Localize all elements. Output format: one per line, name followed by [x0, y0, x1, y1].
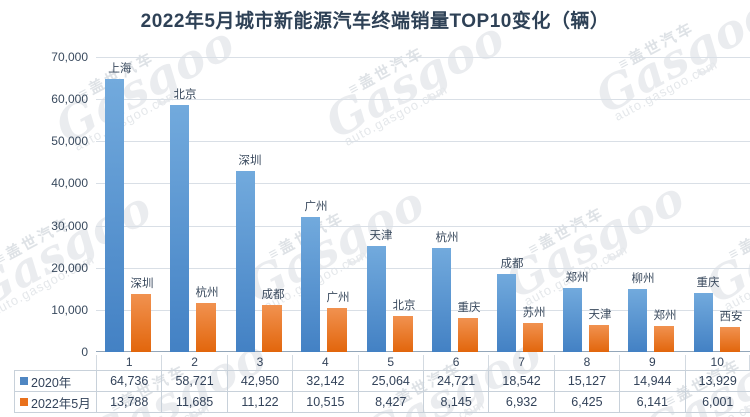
x-tick-label: 5 — [357, 355, 423, 370]
bar-series1-8 — [563, 288, 582, 352]
x-tick-label: 6 — [422, 355, 488, 370]
x-tick-label: 1 — [96, 355, 161, 370]
bar-label: 天津 — [369, 230, 393, 242]
bar-label: 成都 — [500, 258, 524, 270]
legend-item: 2020年 — [15, 371, 97, 392]
x-tick-label: 8 — [553, 355, 619, 370]
table-value-cell: 6,141 — [620, 392, 686, 413]
bar-label: 广州 — [326, 292, 350, 304]
x-tick-label: 9 — [619, 355, 684, 370]
bar-series1-2 — [170, 105, 189, 352]
y-tick-label: 0 — [81, 345, 88, 359]
table-value-cell: 6,425 — [554, 392, 621, 413]
bar-series1-6 — [432, 248, 451, 352]
legend-swatch — [20, 398, 28, 406]
bar-series2-4 — [327, 308, 347, 352]
legend-item: 2022年5月 — [15, 392, 97, 413]
bar-label: 成都 — [261, 289, 285, 301]
table-value-cell: 6,932 — [489, 392, 555, 413]
bar-series1-7 — [497, 274, 516, 352]
bar-label: 广州 — [304, 201, 328, 213]
x-tick-label: 10 — [684, 355, 750, 370]
bar-series2-2 — [196, 303, 216, 352]
table-value-cell: 14,944 — [620, 371, 686, 392]
y-tick-label: 40,000 — [51, 176, 88, 190]
bar-series1-4 — [301, 217, 320, 352]
y-tick-label: 70,000 — [51, 50, 88, 64]
x-tick-label: 3 — [226, 355, 292, 370]
table-value-cell: 64,736 — [97, 371, 163, 392]
bar-label: 深圳 — [130, 278, 154, 290]
table-value-cell: 8,145 — [423, 392, 490, 413]
bar-series2-10 — [720, 327, 740, 352]
table-value-cell: 11,122 — [227, 392, 294, 413]
bar-label: 深圳 — [238, 155, 262, 167]
bar-series2-3 — [262, 305, 282, 352]
table-value-cell: 10,515 — [293, 392, 359, 413]
gridline — [96, 226, 750, 227]
table-value-cell: 13,788 — [97, 392, 163, 413]
bar-series2-8 — [589, 325, 609, 352]
gridline — [96, 183, 750, 184]
bar-series1-3 — [236, 171, 255, 352]
table-value-cell: 32,142 — [293, 371, 359, 392]
bar-label: 郑州 — [565, 272, 589, 284]
x-axis-line — [96, 351, 750, 352]
data-table: 2020年 64,736 58,721 42,950 32,142 25,064 24,72… — [14, 370, 750, 413]
y-tick-label: 30,000 — [51, 219, 88, 233]
gridline — [96, 99, 750, 100]
table-value-cell: 13,929 — [685, 371, 750, 392]
bar-label: 柳州 — [631, 273, 655, 285]
bar-label: 苏州 — [522, 307, 546, 319]
x-tick-label: 4 — [292, 355, 357, 370]
x-axis: 1 2 3 4 5 6 7 8 9 10 — [96, 355, 750, 370]
bar-label: 郑州 — [653, 310, 677, 322]
bar-series2-6 — [458, 318, 478, 352]
table-value-cell: 25,064 — [358, 371, 424, 392]
legend-label: 2022年5月 — [31, 396, 91, 411]
y-tick-label: 20,000 — [51, 261, 88, 275]
bar-label: 重庆 — [696, 277, 720, 289]
bar-label: 西安 — [719, 311, 743, 323]
bar-label: 杭州 — [195, 287, 219, 299]
chart-title: 2022年5月城市新能源汽车终端销量TOP10变化（辆） — [140, 11, 610, 32]
bar-series1-9 — [628, 289, 647, 352]
table-value-cell: 8,427 — [358, 392, 424, 413]
table-value-cell: 24,721 — [423, 371, 490, 392]
bar-series2-1 — [131, 294, 151, 352]
bar-series1-1 — [105, 79, 124, 352]
gridline — [96, 268, 750, 269]
y-tick-label: 10,000 — [51, 303, 88, 317]
table-value-cell: 11,685 — [162, 392, 228, 413]
bar-label: 北京 — [173, 89, 197, 101]
table-value-cell: 42,950 — [227, 371, 294, 392]
bar-label: 天津 — [588, 309, 612, 321]
x-tick-label: 7 — [488, 355, 553, 370]
y-tick-label: 60,000 — [51, 92, 88, 106]
x-tick-label: 2 — [161, 355, 226, 370]
gridline — [96, 310, 750, 311]
legend-swatch — [20, 377, 28, 385]
table-value-cell: 6,001 — [685, 392, 750, 413]
bar-series2-7 — [523, 323, 543, 352]
plot-area: 上海 北京 深圳 广州 天津 杭州 成都 郑州 柳州 重庆 深圳 杭州 成都 广州 北京 重庆 苏州 天津 郑州 西安 — [96, 57, 750, 352]
bar-label: 杭州 — [435, 232, 459, 244]
bar-series2-9 — [654, 326, 674, 352]
legend-label: 2020年 — [31, 375, 72, 390]
bar-series1-10 — [694, 293, 713, 352]
bar-label: 北京 — [392, 300, 416, 312]
gridline — [96, 57, 750, 58]
gridline — [96, 141, 750, 142]
bar-series2-5 — [393, 316, 413, 352]
table-value-cell: 18,542 — [489, 371, 555, 392]
bar-series1-5 — [367, 246, 386, 352]
table-value-cell: 15,127 — [554, 371, 621, 392]
table-value-cell: 58,721 — [162, 371, 228, 392]
bar-label: 上海 — [108, 63, 132, 75]
bar-label: 重庆 — [457, 302, 481, 314]
y-tick-label: 50,000 — [51, 134, 88, 148]
